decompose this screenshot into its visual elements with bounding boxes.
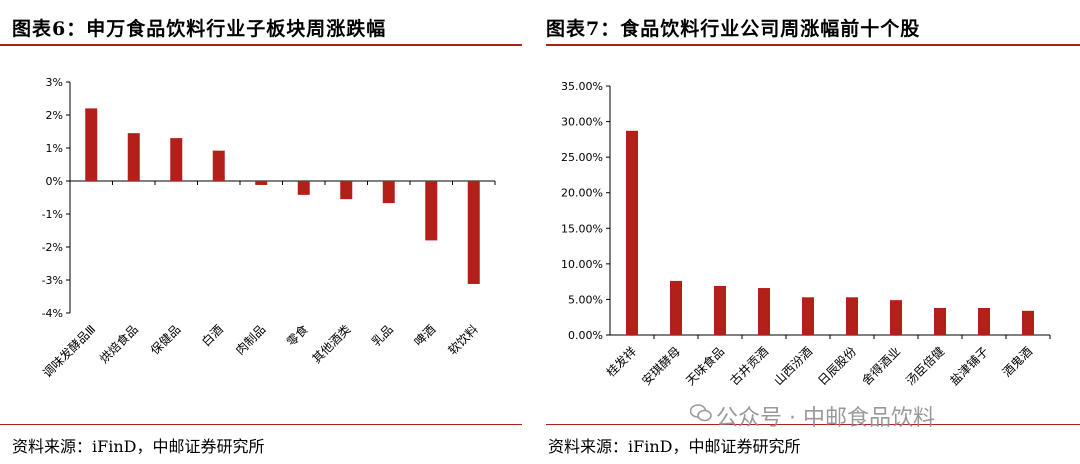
left-bar (425, 181, 438, 241)
right-category-label: 桂发祥 (603, 344, 639, 380)
left-bar (170, 138, 183, 181)
right-category-label: 盐津铺子 (947, 344, 991, 388)
right-y-tick-label: 10.00% (561, 258, 603, 271)
right-bar (890, 300, 902, 335)
right-bar (670, 280, 682, 335)
right-category-label: 酒鬼酒 (999, 344, 1035, 380)
left-category-label: 乳品 (369, 322, 396, 349)
left-bar (212, 150, 225, 181)
left-title-rule (0, 44, 522, 46)
left-y-tick-label: 1% (46, 142, 63, 155)
right-bar (934, 307, 946, 335)
left-category-label: 啤酒 (411, 322, 439, 350)
right-category-label: 汤臣倍健 (903, 344, 948, 389)
right-bar (1022, 310, 1034, 335)
right-y-tick-label: 35.00% (561, 80, 603, 93)
right-category-label: 天味食品 (683, 344, 728, 389)
right-y-tick-label: 15.00% (561, 222, 603, 235)
right-y-tick-label: 30.00% (561, 116, 603, 129)
left-bar (127, 133, 140, 181)
right-bar (802, 297, 814, 335)
left-y-tick-label: 3% (46, 76, 63, 89)
left-category-label: 零食 (283, 322, 311, 350)
right-category-label: 安琪酵母 (639, 344, 684, 389)
right-y-tick-label: 20.00% (561, 187, 603, 200)
left-y-tick-label: 0% (46, 175, 63, 188)
left-category-label: 白酒 (198, 322, 226, 350)
right-y-tick-label: 5.00% (568, 293, 603, 306)
right-chart-title: 图表7：食品饮料行业公司周涨幅前十个股 (546, 18, 921, 40)
right-bar (626, 130, 638, 335)
left-bar (340, 181, 353, 200)
right-bar (714, 285, 726, 335)
left-bar (297, 181, 310, 195)
left-source-rule (0, 424, 522, 425)
left-y-tick-label: -3% (42, 274, 63, 287)
right-category-label: 山西汾酒 (771, 344, 815, 388)
right-bar (978, 307, 990, 335)
left-bar (467, 181, 480, 284)
left-category-label: 保健品 (148, 322, 183, 357)
right-y-tick-label: 0.00% (568, 329, 603, 342)
left-chart-title: 图表6：申万食品饮料行业子板块周涨跌幅 (12, 18, 387, 40)
left-category-label: 调味发酵品Ⅲ (39, 322, 98, 381)
right-category-label: 舍得酒业 (859, 344, 904, 389)
left-y-tick-label: 2% (46, 109, 63, 122)
left-bar (85, 108, 98, 181)
left-y-tick-label: -2% (42, 241, 63, 254)
left-category-label: 其他酒类 (310, 322, 354, 366)
right-source-note: 资料来源：iFinD，中邮证券研究所 (548, 437, 801, 456)
left-y-tick-label: -4% (42, 307, 63, 320)
right-category-label: 古井贡酒 (727, 344, 772, 389)
left-category-label: 肉制品 (233, 322, 268, 357)
watermark: 公众号 · 中邮食品饮料 (716, 406, 935, 431)
right-category-label: 日辰股份 (815, 344, 859, 388)
left-source-note: 资料来源：iFinD，中邮证券研究所 (12, 437, 265, 456)
wechat-icon (690, 404, 712, 422)
right-bar (758, 288, 770, 335)
left-category-label: 软饮料 (446, 322, 481, 357)
left-y-tick-label: -1% (42, 208, 63, 221)
right-source-rule (546, 424, 1080, 425)
right-title-rule (546, 44, 1080, 46)
left-category-label: 烘焙食品 (96, 322, 141, 367)
right-bar-chart: 35.00% 30.00% 25.00% 20.00% 15.00% 10.00% 5.00… (561, 80, 1051, 389)
left-bar (255, 181, 268, 185)
right-y-tick-label: 25.00% (561, 151, 603, 164)
right-bar (846, 297, 858, 335)
left-bar (382, 181, 395, 204)
